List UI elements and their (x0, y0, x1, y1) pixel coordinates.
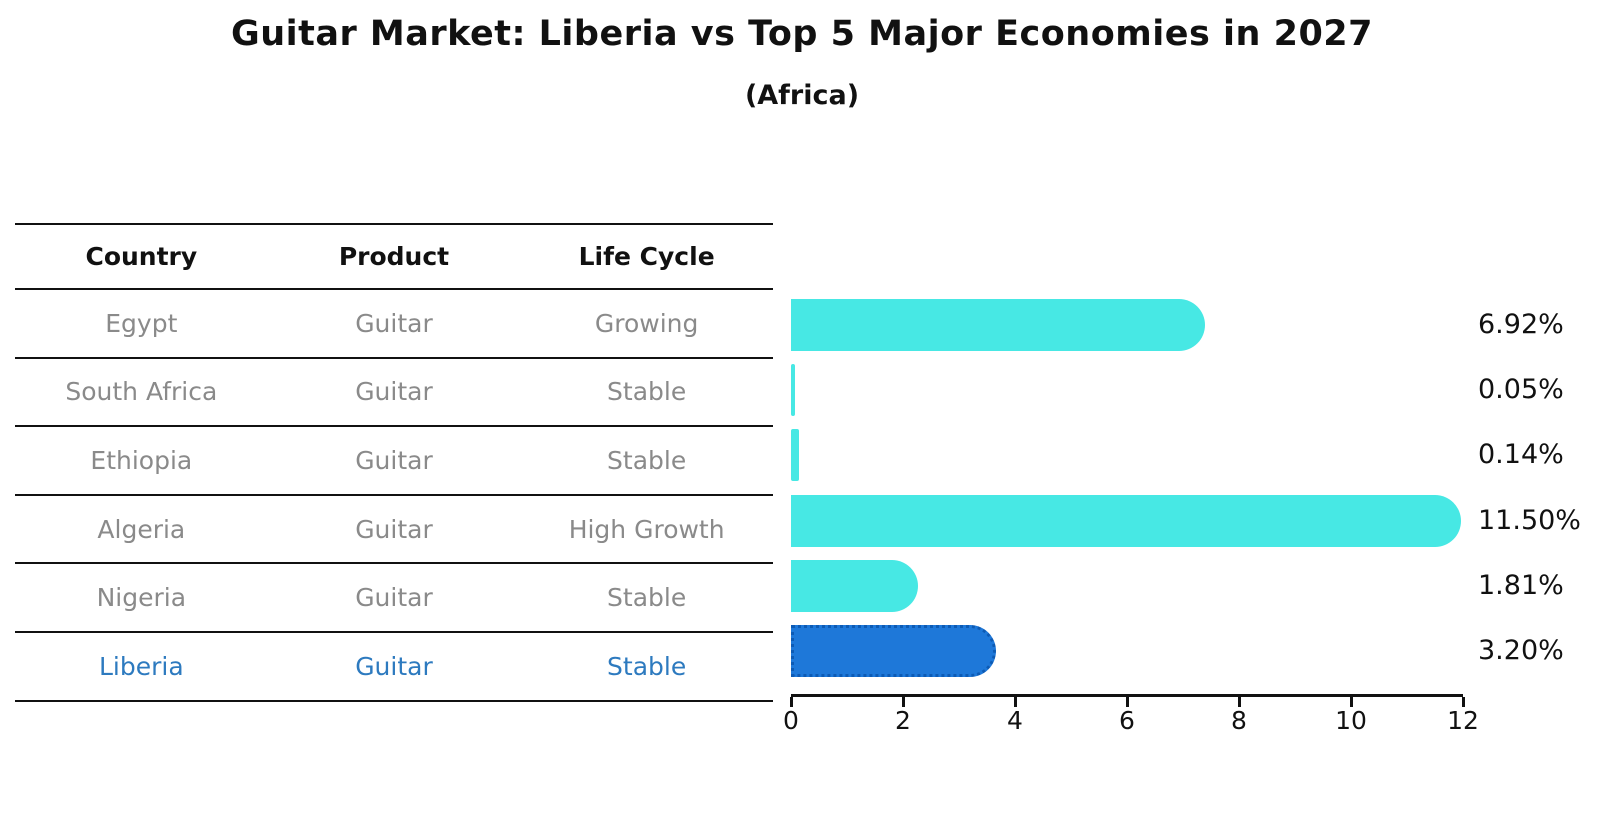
table-cell-country: Nigeria (96, 583, 187, 613)
table-cell-country: Ethiopia (90, 445, 193, 475)
bar-liberia (791, 625, 997, 677)
table-cell-product: Guitar (355, 308, 433, 338)
table-body: Egypt Guitar Growing South Africa Guitar… (15, 290, 773, 702)
table-row: Nigeria Guitar Stable (15, 564, 773, 633)
table-cell-product: Guitar (355, 445, 433, 475)
x-tick-label: 12 (1447, 706, 1479, 735)
table-cell-country: Egypt (105, 308, 178, 338)
x-tick-mark (1125, 697, 1129, 707)
table-row: South Africa Guitar Stable (15, 359, 773, 428)
x-tick-mark (901, 697, 905, 707)
country-table: Country Product Life Cycle Egypt Guitar … (15, 223, 773, 702)
value-label-nigeria: 1.81% (1478, 569, 1564, 601)
table-cell-product: Guitar (355, 583, 433, 613)
x-tick-mark (1349, 697, 1353, 707)
table-row: Liberia Guitar Stable (15, 633, 773, 702)
table-cell-country: Algeria (97, 514, 186, 544)
value-label-liberia: 3.20% (1478, 635, 1564, 666)
bar-south-africa (791, 364, 795, 417)
x-tick-mark (1013, 697, 1017, 707)
table-row: Ethiopia Guitar Stable (15, 427, 773, 496)
x-tick-label: 6 (1119, 706, 1135, 735)
value-label-algeria: 11.50% (1478, 504, 1581, 536)
value-label-ethiopia: 0.14% (1478, 439, 1564, 471)
chart-subtitle: (Africa) (744, 80, 860, 111)
x-tick-mark (789, 697, 793, 707)
table-header-product: Product (338, 242, 450, 271)
value-label-egypt: 6.92% (1478, 309, 1564, 340)
x-tick-mark (1237, 697, 1241, 707)
table-header-country: Country (85, 242, 198, 271)
table-cell-product: Guitar (355, 651, 433, 681)
table-cell-lifecycle: Stable (607, 651, 687, 681)
x-tick-label: 8 (1231, 706, 1247, 735)
table-cell-country: South Africa (65, 377, 218, 407)
table-row: Egypt Guitar Growing (15, 290, 773, 359)
bar-nigeria (791, 559, 919, 612)
value-label-south-africa: 0.05% (1478, 374, 1564, 406)
table-cell-country: Liberia (98, 651, 184, 681)
table-cell-product: Guitar (355, 377, 433, 407)
table-cell-lifecycle: Stable (607, 583, 687, 613)
table-cell-lifecycle: Growing (594, 308, 699, 338)
x-tick-label: 10 (1335, 706, 1367, 735)
table-header-row: Country Product Life Cycle (15, 225, 773, 290)
x-tick-mark (1461, 697, 1465, 707)
x-tick-label: 4 (1007, 706, 1023, 735)
table-cell-lifecycle: Stable (607, 377, 687, 407)
x-axis-line (791, 694, 1463, 697)
bar-egypt (791, 299, 1205, 351)
x-tick-label: 0 (783, 706, 799, 735)
table-header-lifecycle: Life Cycle (578, 242, 715, 271)
table-cell-product: Guitar (355, 514, 433, 544)
bar-algeria (791, 494, 1461, 547)
x-tick-label: 2 (895, 706, 911, 735)
chart-title: Guitar Market: Liberia vs Top 5 Major Ec… (231, 14, 1373, 54)
table-row: Algeria Guitar High Growth (15, 496, 773, 565)
table-cell-lifecycle: Stable (607, 445, 687, 475)
bar-ethiopia (791, 429, 799, 482)
table-cell-lifecycle: High Growth (568, 514, 725, 544)
